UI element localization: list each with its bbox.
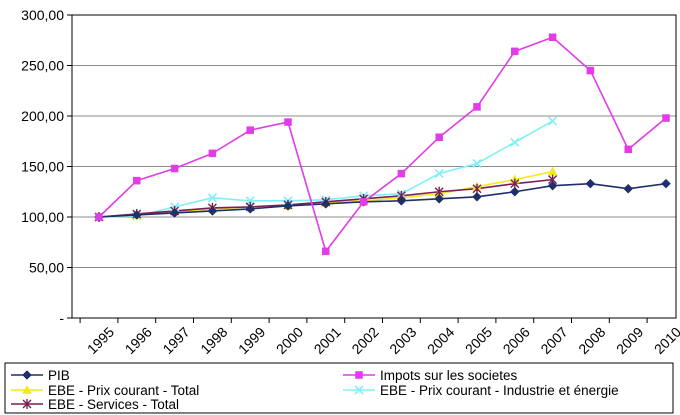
legend-marker-ebe-prix-courant-industrie-et-energie [354,385,364,395]
x-tick-label: 1999 [235,324,268,357]
data-point-ebe-prix-courant-industrie-et-energie [510,137,520,147]
data-point-pib [434,193,445,204]
tick-labels: - 50,00 100,00 150,00 200,00 250,00 300,00 1995… [21,7,680,357]
data-point-impots-sur-les-societes [246,126,254,134]
legend-marker-ebe-services-total [22,399,32,409]
x-tick-label: 2008 [575,324,608,357]
y-tick-label: 250,00 [21,58,64,74]
series-line-ebe-prix-courant-total [98,170,553,218]
data-point-impots-sur-les-societes [322,247,330,256]
data-point-pib [169,208,180,218]
data-point-pib [472,191,482,202]
data-point-impots-sur-les-societes [397,169,406,178]
data-point-pib [131,210,142,220]
x-tick-label: 2000 [273,324,306,357]
x-tick-label: 2006 [500,324,533,357]
legend-label-ebe-services-total: EBE - Services - Total [48,397,179,412]
data-point-ebe-prix-courant-industrie-et-energie [434,169,444,179]
legend-marker-impots-sur-les-societes [355,371,363,379]
data-point-pib [623,183,634,194]
data-point-pib [320,199,331,209]
y-tick-label: 300,00 [21,7,64,23]
legend-label-impots-sur-les-societes: Impots sur les societes [380,368,518,383]
series-line-impots-sur-les-societes [98,36,667,253]
x-tick-label: 2003 [386,324,419,357]
x-tick-label: 2004 [424,324,457,357]
x-tick-label: 2001 [311,324,344,357]
legend-marker-pib [22,370,32,380]
y-tick-label: - [59,310,64,326]
data-point-impots-sur-les-societes [511,47,519,56]
y-tick-label: 50,00 [29,260,64,276]
data-point-pib [509,186,520,197]
data-point-impots-sur-les-societes [473,103,481,111]
x-tick-label: 2007 [537,324,570,357]
data-point-pib [547,180,558,191]
data-point-impots-sur-les-societes [359,198,368,206]
data-point-impots-sur-les-societes [435,133,443,141]
data-point-pib [661,178,671,189]
data-point-ebe-prix-courant-total [547,166,558,176]
plot-area-border [71,14,677,319]
series-lines [98,36,667,253]
data-point-ebe-prix-courant-industrie-et-energie [207,193,217,203]
x-tick-label: 1998 [197,324,230,357]
y-tick-label: 200,00 [21,108,64,124]
data-point-pib [396,195,407,206]
y-tick-label: 100,00 [21,209,64,225]
data-point-impots-sur-les-societes [662,114,670,122]
legend-box [4,362,674,414]
x-tick-label: 1995 [84,324,117,357]
data-point-pib [283,201,293,211]
data-point-impots-sur-les-societes [95,213,103,221]
data-point-pib [207,206,218,216]
data-point-impots-sur-les-societes [548,33,557,41]
legend-marker-ebe-prix-courant-total [22,384,32,394]
data-point-pib [585,178,596,189]
legend-label-pib: PIB [48,368,70,383]
data-point-impots-sur-les-societes [208,149,217,158]
series-line-pib [98,182,667,218]
y-tick-label: 150,00 [21,159,64,175]
legend-label-ebe-prix-courant-total: EBE - Prix courant - Total [48,383,199,398]
x-tick-label: 2005 [462,324,495,357]
data-point-impots-sur-les-societes [133,176,141,185]
data-point-impots-sur-les-societes [284,118,292,126]
x-tick-label: 2002 [348,324,381,357]
legend-label-ebe-prix-courant-industrie-et-energie: EBE - Prix courant - Industrie et énergi… [380,383,619,398]
data-point-impots-sur-les-societes [586,66,595,75]
data-point-impots-sur-les-societes [170,164,179,173]
axes [67,14,677,323]
x-tick-label: 1997 [159,324,192,357]
x-tick-label: 2009 [613,324,646,357]
series-markers [94,33,671,256]
data-point-pib [245,204,256,214]
x-tick-label: 2010 [651,324,680,357]
data-point-ebe-prix-courant-industrie-et-energie [472,158,482,169]
data-point-ebe-prix-courant-industrie-et-energie [548,116,558,126]
data-point-impots-sur-les-societes [624,145,632,154]
grid-lines [72,14,676,268]
x-tick-label: 1996 [122,324,155,357]
